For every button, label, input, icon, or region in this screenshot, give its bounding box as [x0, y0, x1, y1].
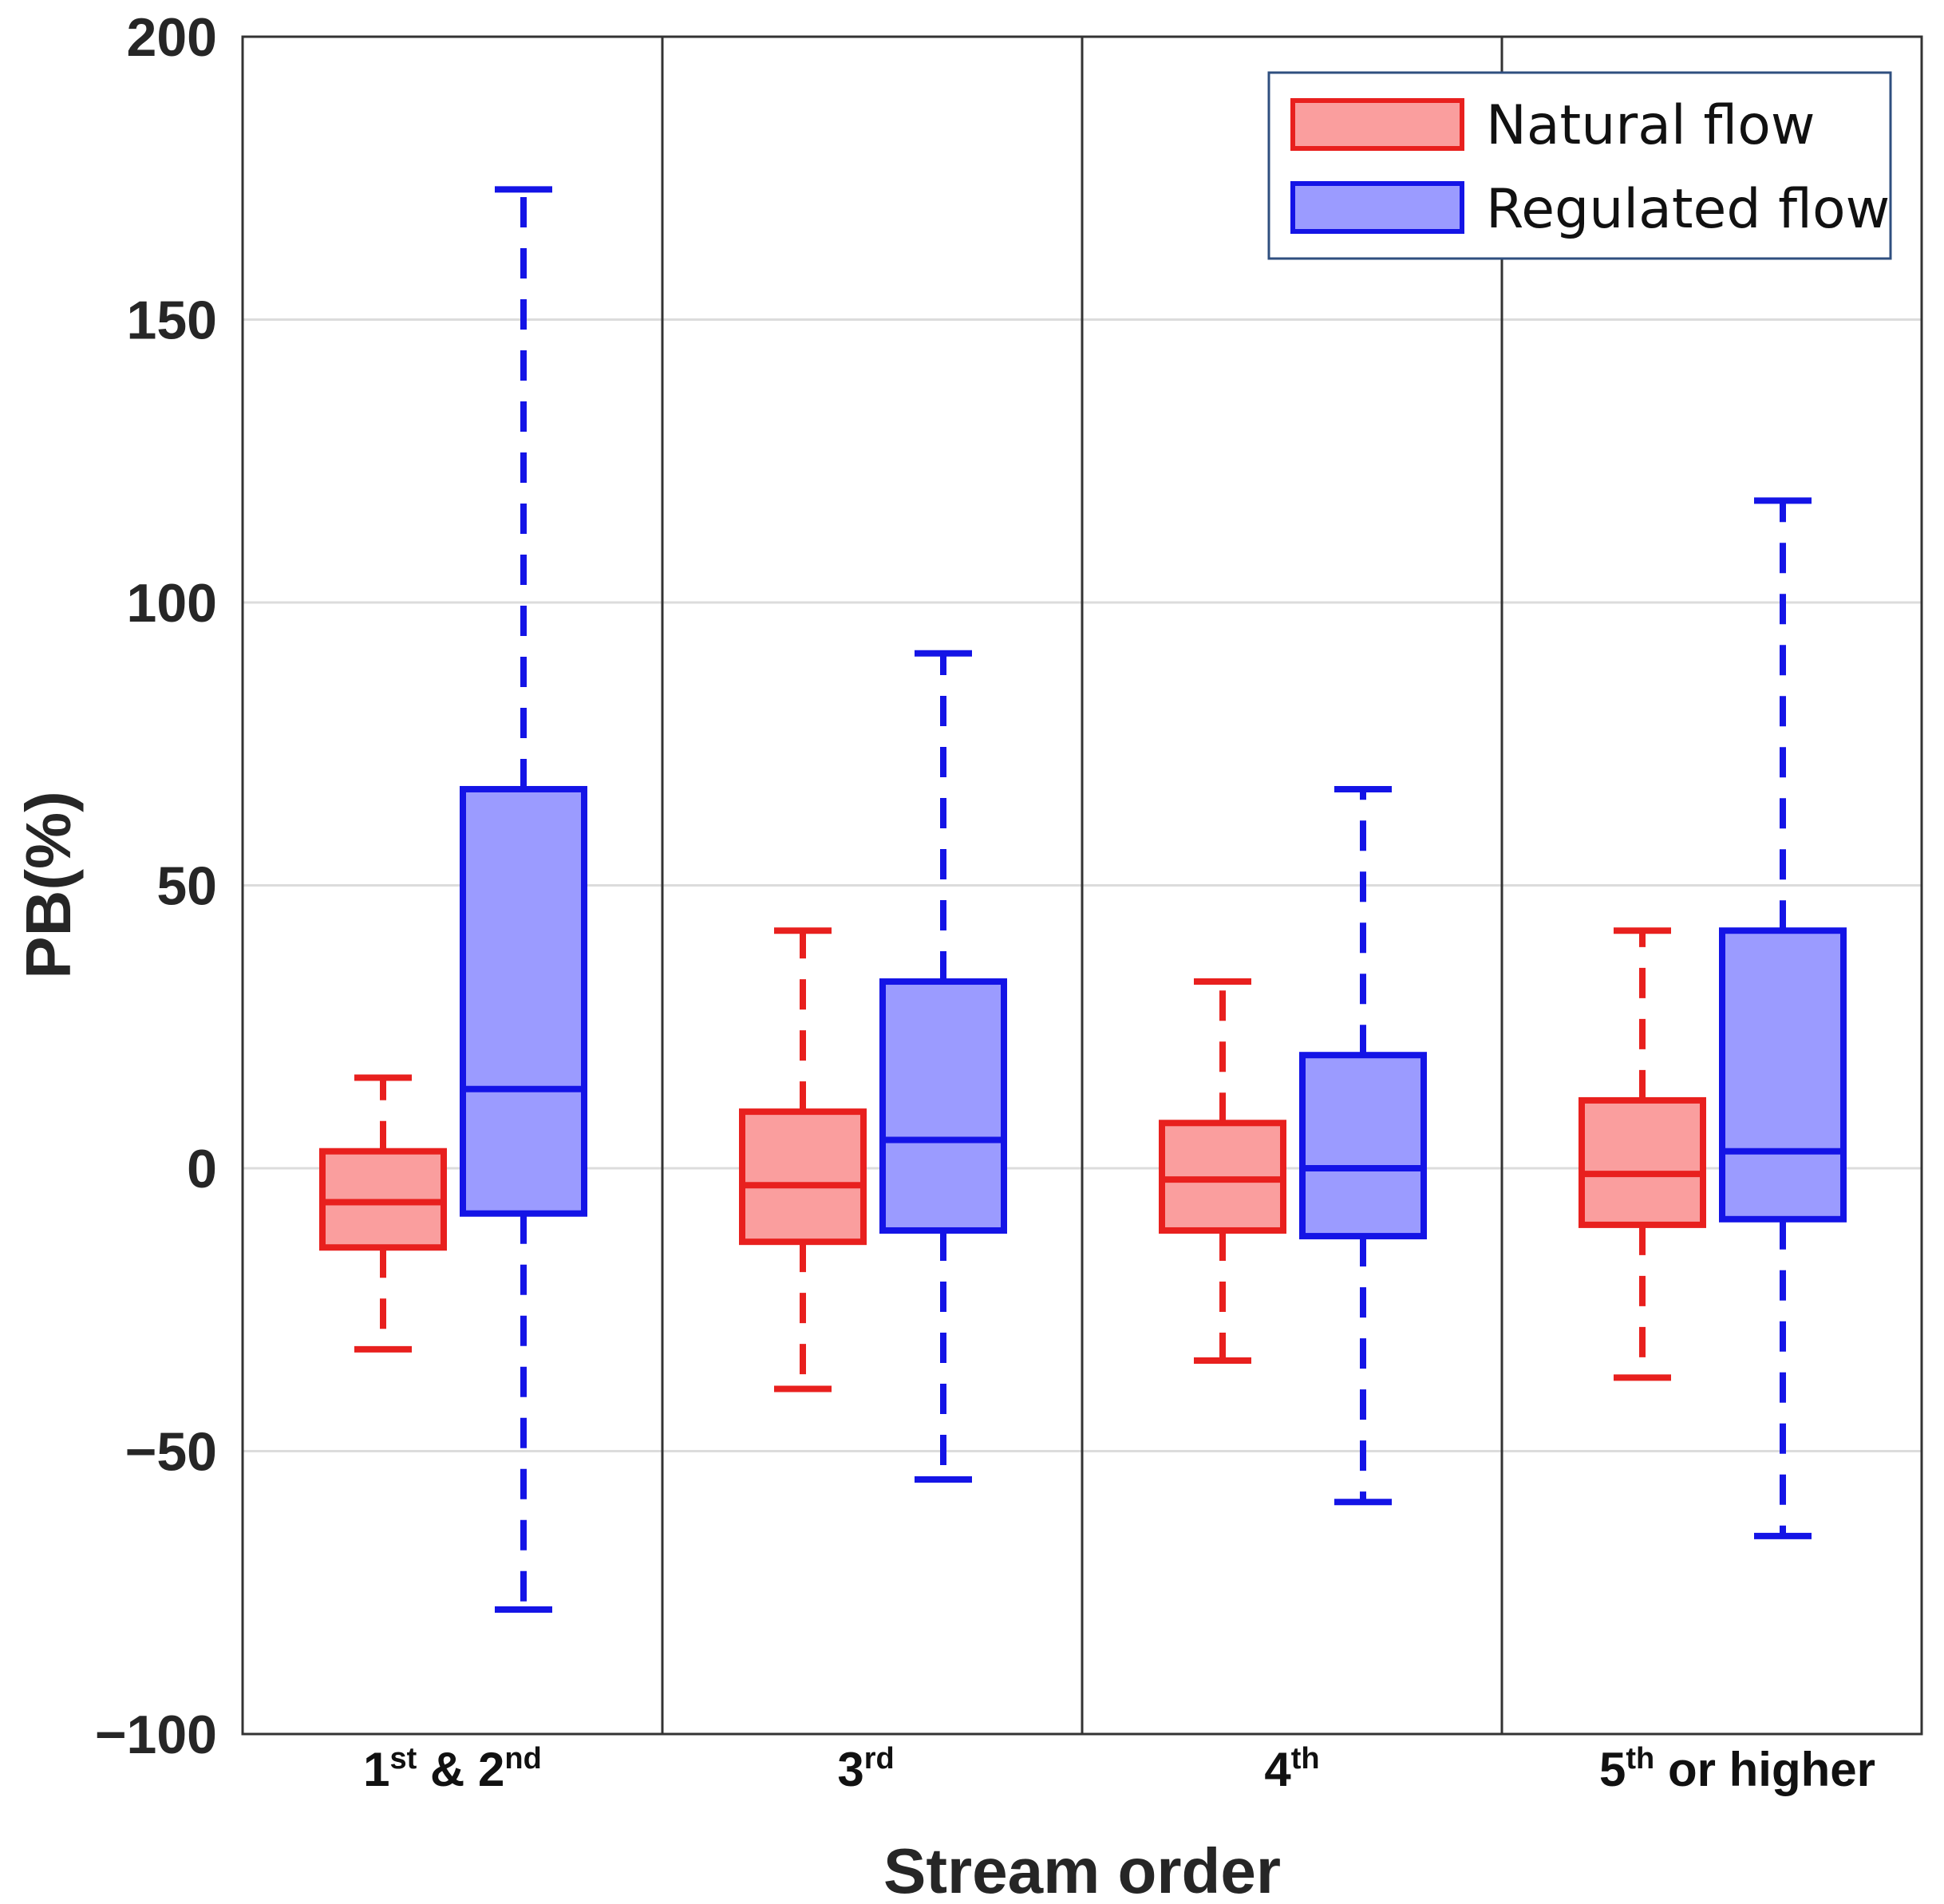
y-axis-title: PB(%)	[13, 791, 84, 979]
y-tick-label: 200	[127, 7, 217, 68]
x-axis-title: Stream order	[883, 1835, 1281, 1904]
category-separators	[661, 37, 1503, 1734]
x-tick-label: 5th or higher	[1599, 1742, 1875, 1796]
y-tick-label: −50	[125, 1422, 217, 1483]
boxes	[319, 186, 1847, 1614]
iqr-box	[1719, 927, 1847, 1223]
y-tick-label: 100	[127, 573, 217, 634]
x-tick-label: 3rd	[837, 1742, 894, 1796]
box-natural-flow-1	[319, 1074, 447, 1353]
plot-frame	[241, 35, 1923, 1736]
iqr-box	[460, 785, 587, 1217]
legend-label-regulated-flow: Regulated flow	[1486, 178, 1890, 241]
y-tick-label: 50	[156, 856, 217, 917]
iqr-box	[1299, 1052, 1427, 1240]
box-regulated-flow-1	[460, 186, 587, 1614]
y-tick-label: −100	[95, 1705, 217, 1765]
x-tick-label: 1st & 2nd	[363, 1742, 542, 1796]
iqr-box	[739, 1108, 867, 1246]
legend-label-natural-flow: Natural flow	[1486, 94, 1815, 157]
box-natural-flow-4	[1579, 927, 1706, 1381]
box-regulated-flow-2	[879, 650, 1007, 1483]
y-tick-label: 150	[127, 290, 217, 351]
x-tick-label: 4th	[1264, 1742, 1319, 1796]
iqr-box	[1579, 1096, 1706, 1228]
iqr-box	[879, 978, 1007, 1234]
box-natural-flow-3	[1159, 978, 1286, 1365]
box-regulated-flow-4	[1719, 497, 1847, 1539]
y-tick-label: 0	[187, 1139, 217, 1199]
legend-swatch-natural-flow	[1290, 98, 1464, 151]
box-natural-flow-2	[739, 927, 867, 1392]
x-tick-labels: 1st & 2nd 3rd 4th 5th or higher	[363, 1742, 1875, 1796]
legend: Natural flow Regulated flow	[1267, 71, 1892, 260]
y-tick-labels: −100 −50 0 50 100 150 200	[95, 7, 217, 1765]
box-regulated-flow-3	[1299, 785, 1427, 1506]
legend-swatch-regulated-flow	[1290, 181, 1464, 234]
